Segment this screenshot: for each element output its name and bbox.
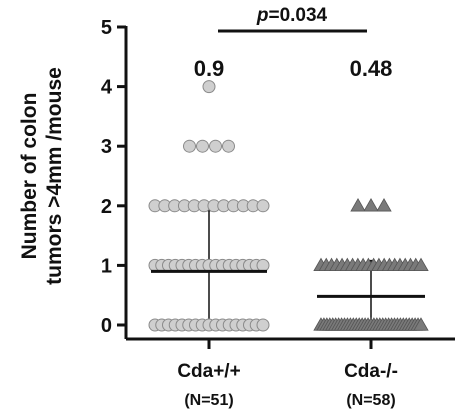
- p-value-symbol: p: [256, 5, 269, 26]
- y-tick-label: 5: [101, 17, 112, 39]
- data-point-triangle: [363, 197, 379, 212]
- p-value-label: p=0.034: [256, 5, 328, 26]
- group-n-label: (N=51): [184, 392, 233, 409]
- data-point-triangle: [376, 197, 392, 212]
- data-point-circle: [256, 258, 270, 272]
- data-point-circle: [202, 80, 216, 94]
- data-point-circle: [183, 139, 196, 153]
- data-point-circle: [196, 139, 209, 153]
- p-value-number: =0.034: [268, 5, 327, 26]
- data-point-circle: [256, 318, 270, 332]
- y-axis-label-line: Number of colon: [18, 93, 41, 260]
- data-point-circle: [222, 139, 235, 153]
- y-tick-label: 3: [101, 136, 112, 158]
- group-label: Cda-/-: [344, 361, 398, 382]
- data-point-triangle: [413, 317, 429, 331]
- y-tick-label: 2: [101, 196, 112, 218]
- group-label: Cda+/+: [177, 361, 240, 382]
- data-point-circle: [256, 199, 270, 213]
- mean-value-label: 0.9: [194, 56, 225, 81]
- y-tick-label: 0: [101, 315, 112, 337]
- y-tick-label: 4: [101, 77, 113, 99]
- y-axis-label: Number of colontumors >4mm /mouse: [18, 67, 66, 285]
- mean-value-label: 0.48: [350, 56, 393, 81]
- data-point-triangle: [413, 257, 429, 272]
- y-axis-label-line: tumors >4mm /mouse: [43, 67, 66, 285]
- data-point-triangle: [350, 197, 366, 212]
- y-tick-label: 1: [101, 255, 112, 277]
- data-point-circle: [209, 139, 222, 153]
- group-n-label: (N=58): [346, 392, 395, 409]
